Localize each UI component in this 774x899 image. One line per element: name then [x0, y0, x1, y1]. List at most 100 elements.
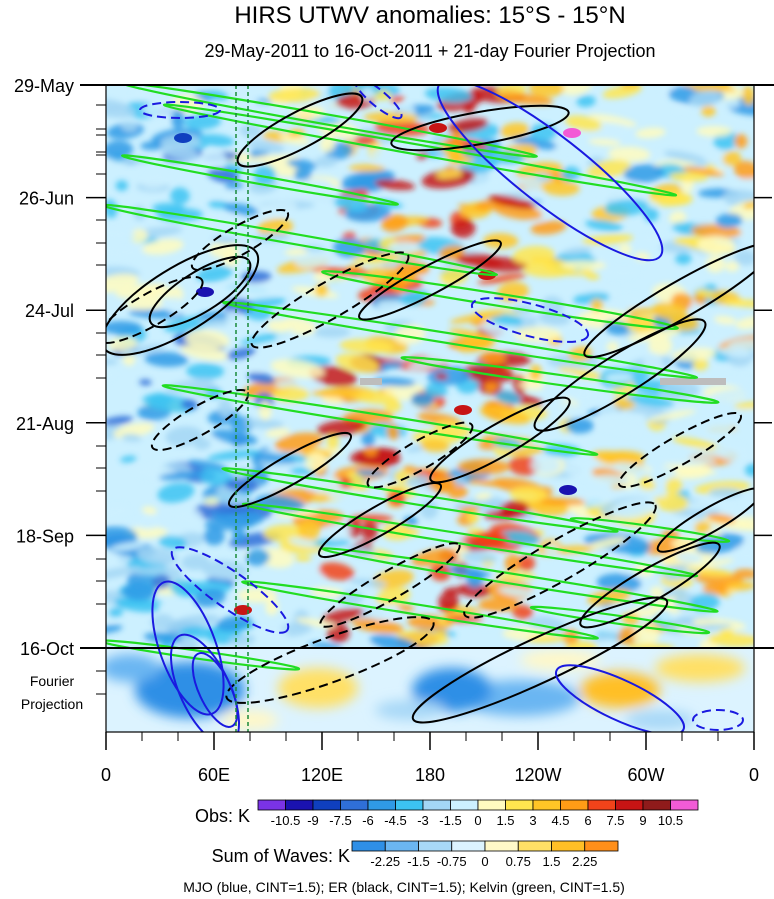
- anomaly-blob: [438, 592, 459, 611]
- contour-line: [106, 275, 204, 345]
- contour-line: [411, 596, 669, 724]
- anomaly-extreme: [429, 123, 447, 133]
- anomaly-blob: [584, 272, 600, 281]
- anomaly-blob: [663, 150, 707, 163]
- anomaly-blob: [311, 388, 363, 398]
- anomaly-blob: [255, 494, 305, 512]
- projection-blob: [412, 668, 492, 712]
- anomaly-blob: [314, 155, 338, 168]
- anomaly-extreme: [563, 128, 581, 138]
- contour-line: [190, 208, 290, 272]
- anomaly-blob: [608, 146, 651, 162]
- projection-blob: [580, 672, 660, 708]
- anomaly-blob: [742, 85, 754, 106]
- anomaly-blob: [460, 551, 498, 563]
- anomaly-blob: [379, 361, 405, 369]
- anomaly-blob: [294, 167, 312, 181]
- anomaly-blob: [539, 498, 590, 506]
- anomaly-blob: [554, 145, 572, 153]
- anomaly-blob: [326, 434, 339, 450]
- anomaly-blob: [363, 112, 419, 123]
- anomaly-blob: [130, 228, 148, 244]
- chart-title: HIRS UTWV anomalies: 15°S - 15°N: [234, 2, 625, 29]
- anomaly-blob: [239, 124, 262, 138]
- anomaly-blob: [618, 243, 632, 255]
- anomaly-blob: [121, 121, 138, 132]
- anomaly-blob: [420, 439, 450, 453]
- colorbar-tick-label: -9: [307, 813, 319, 828]
- contour-line: [529, 605, 711, 635]
- anomaly-blob: [180, 344, 228, 361]
- contour-line: [236, 92, 364, 168]
- colorbar-tick-label: 10.5: [658, 813, 683, 828]
- anomaly-blob: [143, 632, 183, 643]
- anomaly-blob: [474, 492, 492, 501]
- anomaly-blob: [390, 95, 405, 103]
- anomaly-blob: [115, 180, 128, 191]
- anomaly-blob: [108, 336, 138, 352]
- anomaly-blob: [498, 92, 554, 106]
- anomaly-blob: [371, 147, 399, 165]
- anomaly-blob: [623, 164, 665, 183]
- anomaly-blob: [360, 86, 375, 102]
- anomaly-blob: [682, 166, 725, 177]
- anomaly-blob: [530, 220, 567, 235]
- anomaly-blob: [704, 284, 717, 291]
- anomaly-blob: [224, 478, 259, 492]
- anomaly-blob: [592, 250, 609, 262]
- anomaly-blob: [669, 171, 709, 182]
- contour-line: [191, 652, 239, 728]
- anomaly-blob: [140, 172, 171, 189]
- anomaly-blob: [374, 179, 416, 191]
- anomaly-blob: [339, 339, 393, 354]
- anomaly-blob: [106, 140, 134, 160]
- projection-blob: [135, 662, 245, 718]
- anomaly-blob: [139, 379, 152, 386]
- colorbar-swatch: [312, 799, 341, 811]
- anomaly-blob: [237, 587, 278, 603]
- contour-line: [470, 297, 590, 343]
- anomaly-blob: [673, 106, 689, 114]
- contour-line: [151, 580, 225, 716]
- anomaly-blob: [157, 482, 195, 503]
- colorbar-tick-label: -4.5: [384, 813, 406, 828]
- anomaly-blob: [591, 632, 621, 642]
- anomaly-blob: [562, 246, 592, 256]
- contour-line: [121, 154, 399, 206]
- anomaly-blob: [589, 536, 628, 549]
- contour-line: [139, 101, 221, 119]
- anomaly-blob: [148, 392, 173, 407]
- anomaly-blob: [584, 311, 609, 320]
- anomaly-blob: [203, 527, 225, 546]
- y-tick-label: 24-Jul: [25, 301, 74, 321]
- anomaly-blob: [722, 299, 754, 308]
- anomaly-blob: [649, 586, 665, 598]
- anomaly-blob: [198, 467, 235, 486]
- anomaly-blob: [510, 135, 559, 150]
- anomaly-blob: [223, 202, 259, 216]
- y-tick-label: 21-Aug: [16, 414, 74, 434]
- anomaly-blob: [165, 426, 203, 447]
- anomaly-blob: [479, 405, 531, 425]
- anomaly-blob: [743, 201, 754, 210]
- anomaly-blob: [115, 598, 160, 613]
- contour-line: [554, 664, 686, 732]
- anomaly-blob: [175, 508, 203, 525]
- anomaly-blob: [355, 469, 386, 477]
- anomaly-blob: [676, 616, 692, 627]
- anomaly-blob: [110, 541, 146, 551]
- anomaly-blob: [295, 617, 336, 628]
- contour-line: [533, 318, 707, 432]
- colorbar-tick-label: 1.5: [496, 813, 514, 828]
- anomaly-blob: [727, 339, 754, 350]
- anomaly-blob: [713, 315, 737, 325]
- anomaly-blob: [731, 223, 754, 240]
- anomaly-blob: [619, 294, 646, 306]
- contour-line: [617, 411, 743, 489]
- anomaly-extreme: [174, 133, 192, 143]
- projection-blob: [278, 668, 358, 708]
- colorbar-swatch: [450, 799, 479, 811]
- contour-line: [429, 396, 571, 484]
- anomaly-blob: [121, 433, 142, 442]
